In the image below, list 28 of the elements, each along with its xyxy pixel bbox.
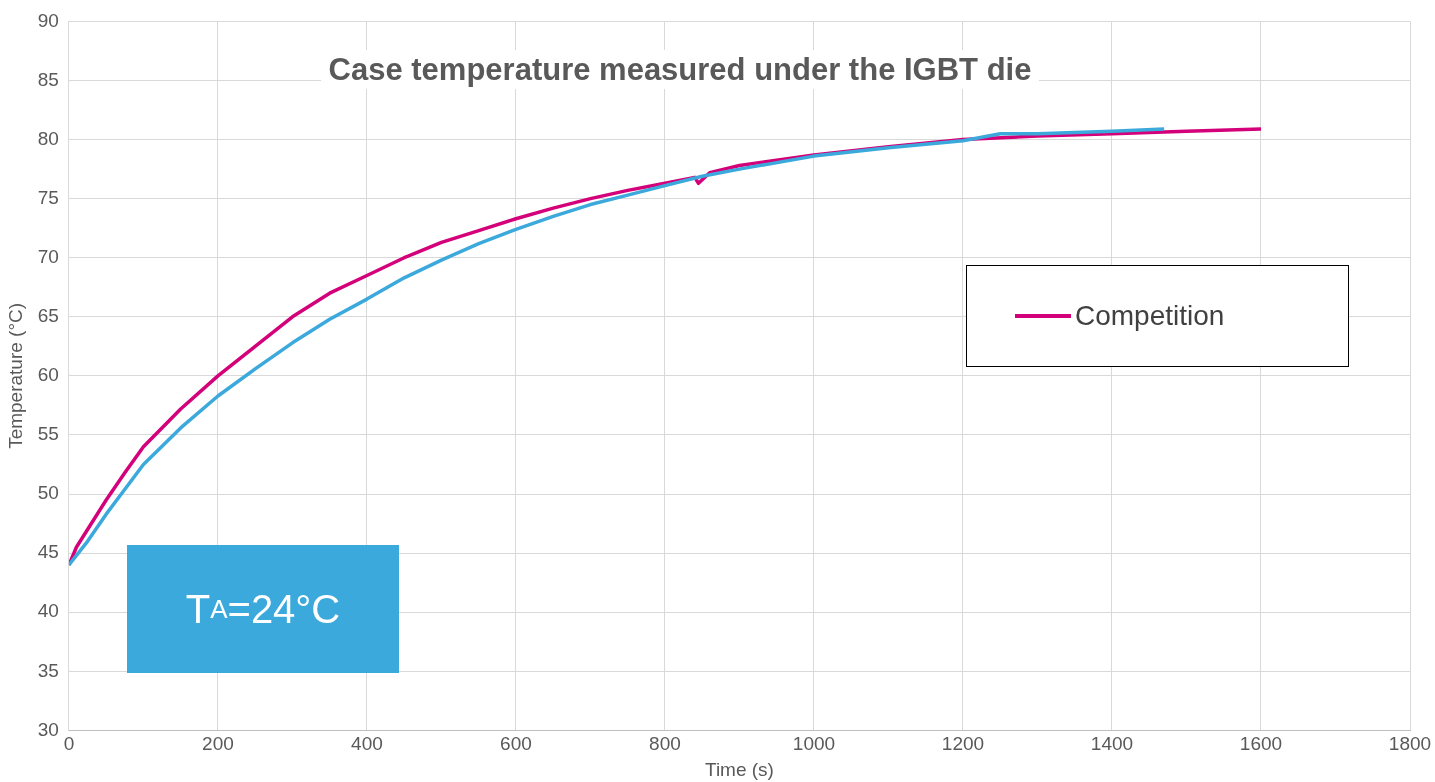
x-tick-label: 1600 [1239,733,1283,755]
y-tick-label: 45 [37,541,59,563]
y-tick-label: 55 [37,423,59,445]
x-tick-label: 800 [649,733,681,755]
y-tick-label: 30 [37,718,59,740]
x-tick-label: 1000 [792,733,836,755]
x-tick-label: 600 [500,733,532,755]
legend-label: Competition [1075,300,1225,332]
x-tick-label: 1800 [1388,733,1432,755]
y-tick-label: 65 [37,305,59,327]
y-tick-label: 50 [37,482,59,504]
y-axis-title: Temperature (°C) [4,302,26,449]
text: Case temperature measured under the IGBT die [320,50,1040,89]
y-tick-label: 60 [37,364,59,386]
y-tick-label: 75 [37,186,59,208]
x-tick-label: 1200 [941,733,985,755]
y-tick-label: 35 [37,659,59,681]
y-tick-label: 85 [37,68,59,90]
y-tick-label: 70 [37,245,59,267]
x-axis-title: Time (s) [704,758,774,780]
x-tick-label: 200 [202,733,234,755]
x-tick-label: 0 [63,733,75,755]
y-tick-label: 90 [37,9,59,31]
y-tick-label: 80 [37,127,59,149]
x-tick-label: 400 [351,733,383,755]
y-tick-label: 40 [37,600,59,622]
legend: Competition [966,265,1349,367]
x-tick-label: 1400 [1090,733,1134,755]
